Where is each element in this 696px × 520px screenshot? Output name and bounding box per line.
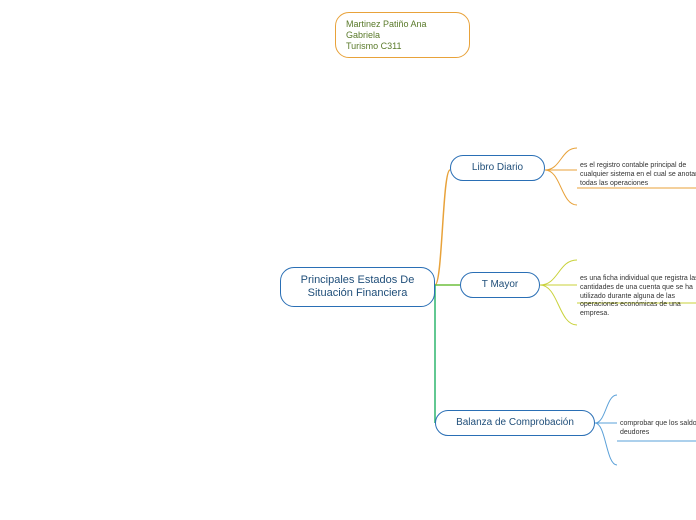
branch-label-2: Balanza de Comprobación [456, 417, 574, 429]
branch-label-0: Libro Diario [472, 162, 523, 174]
title-node: Martinez Patiño Ana Gabriela Turismo C31… [335, 12, 470, 58]
branch-node-0: Libro Diario [450, 155, 545, 181]
branch-node-2: Balanza de Comprobación [435, 410, 595, 436]
branch-node-1: T Mayor [460, 272, 540, 298]
branch-desc-0: es el registro contable principal de cua… [580, 162, 696, 188]
central-text: Principales Estados De Situación Financi… [293, 274, 422, 300]
branch-desc-1: es una ficha individual que registra las… [580, 275, 696, 319]
branch-label-1: T Mayor [482, 279, 519, 291]
connectors-layer [0, 0, 696, 520]
title-line2: Turismo C311 [346, 41, 459, 52]
title-line1: Martinez Patiño Ana Gabriela [346, 19, 459, 41]
branch-desc-2: comprobar que los saldos deudores [620, 420, 696, 438]
central-node: Principales Estados De Situación Financi… [280, 267, 435, 307]
